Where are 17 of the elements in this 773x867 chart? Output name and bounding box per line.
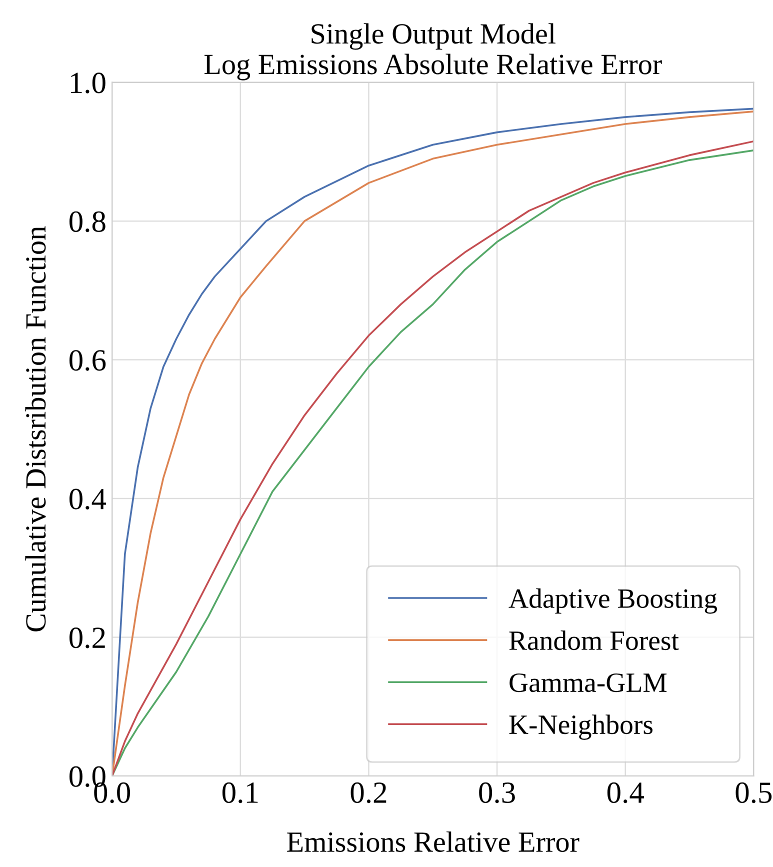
x-tick-label: 0.4 [607,782,644,804]
y-tick-label: 0.6 [70,350,106,371]
legend-label: Gamma-GLM [510,673,667,692]
x-axis-title: Emissions Relative Error [287,831,580,852]
x-tick-label: 0.2 [350,782,386,804]
y-tick-label: 0.8 [70,211,106,232]
chart-title: Single Output Model Log Emissions Absolute Relative Error [204,23,662,80]
legend-label: Adaptive Boosting [508,588,718,614]
y-axis-title: Cumulative Distsribution Function [25,226,46,632]
y-tick-label: 0.2 [70,628,105,648]
x-tick-label: 0.5 [736,782,772,804]
legend-label: K-Neighbors [509,714,652,740]
y-tick-label: 0.4 [70,488,106,510]
x-tick-label: 0.3 [479,782,515,804]
x-tick-label: 0.1 [222,782,258,804]
legend-label: Random Forest [509,630,679,650]
y-tick-label: 1.0 [71,72,106,94]
